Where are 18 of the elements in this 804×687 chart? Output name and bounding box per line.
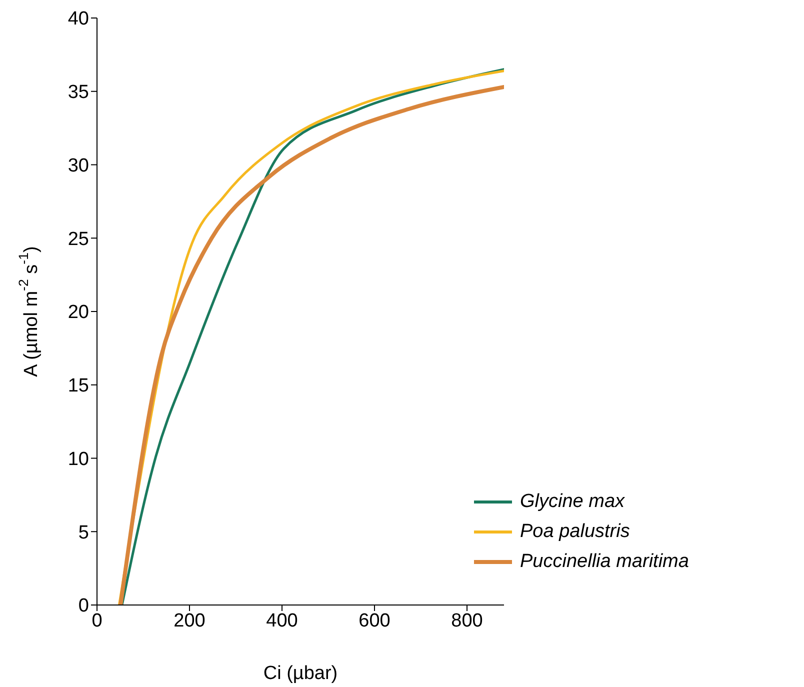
y-tick-label: 30 — [68, 155, 89, 176]
y-tick-label: 25 — [68, 228, 89, 250]
legend-label: Puccinellia maritima — [520, 551, 689, 573]
y-tick-label: 40 — [68, 8, 89, 30]
y-tick-label: 15 — [68, 376, 89, 397]
x-axis-title: Ci (µbar) — [263, 663, 338, 684]
y-tick-label: 5 — [78, 522, 89, 544]
x-tick-label: 0 — [92, 610, 102, 632]
y-tick-label: 20 — [68, 302, 89, 324]
y-tick-label: 35 — [68, 82, 89, 104]
x-tick-label: 400 — [266, 610, 298, 632]
y-tick-label: 10 — [68, 448, 89, 470]
x-tick-label: 200 — [174, 610, 206, 632]
x-tick-label: 600 — [358, 610, 390, 632]
y-tick-label: 0 — [78, 596, 89, 617]
legend-label: Glycine max — [520, 491, 625, 513]
x-tick-label: 800 — [451, 610, 483, 632]
legend-label: Poa palustris — [520, 521, 630, 543]
